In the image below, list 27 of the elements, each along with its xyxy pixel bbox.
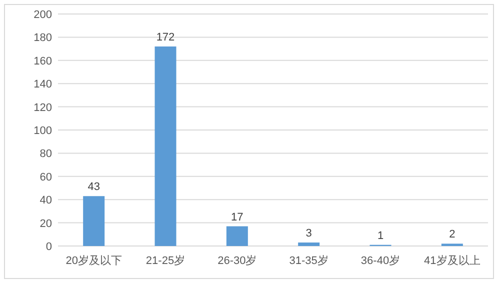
y-tick-label: 20 xyxy=(40,218,52,230)
x-tick-label: 21-25岁 xyxy=(146,255,186,267)
y-tick-label: 0 xyxy=(46,241,52,253)
y-tick-label: 180 xyxy=(34,32,52,44)
data-label: 1 xyxy=(377,230,384,242)
y-tick-label: 80 xyxy=(40,148,52,160)
x-tick-label: 31-35岁 xyxy=(289,255,328,267)
x-tick-label: 26-30岁 xyxy=(218,255,257,267)
bar xyxy=(298,242,320,246)
y-tick-label: 200 xyxy=(34,9,52,21)
y-tick-label: 140 xyxy=(34,78,52,91)
data-label: 172 xyxy=(156,31,175,44)
y-tick-label: 60 xyxy=(40,171,52,184)
x-tick-label: 41岁及以上 xyxy=(424,254,480,267)
x-tick-label: 36-40岁 xyxy=(360,255,400,267)
data-label: 3 xyxy=(306,228,312,240)
bar xyxy=(83,196,105,246)
y-tick-label: 40 xyxy=(40,194,52,207)
y-tick-label: 160 xyxy=(34,55,52,68)
y-tick-label: 120 xyxy=(34,102,52,114)
data-label: 43 xyxy=(88,181,100,194)
bar xyxy=(226,226,248,246)
data-label: 2 xyxy=(449,228,456,241)
x-tick-label: 20岁及以下 xyxy=(66,254,122,267)
y-tick-label: 100 xyxy=(34,125,52,137)
bar xyxy=(154,46,176,246)
data-label: 17 xyxy=(231,211,244,224)
